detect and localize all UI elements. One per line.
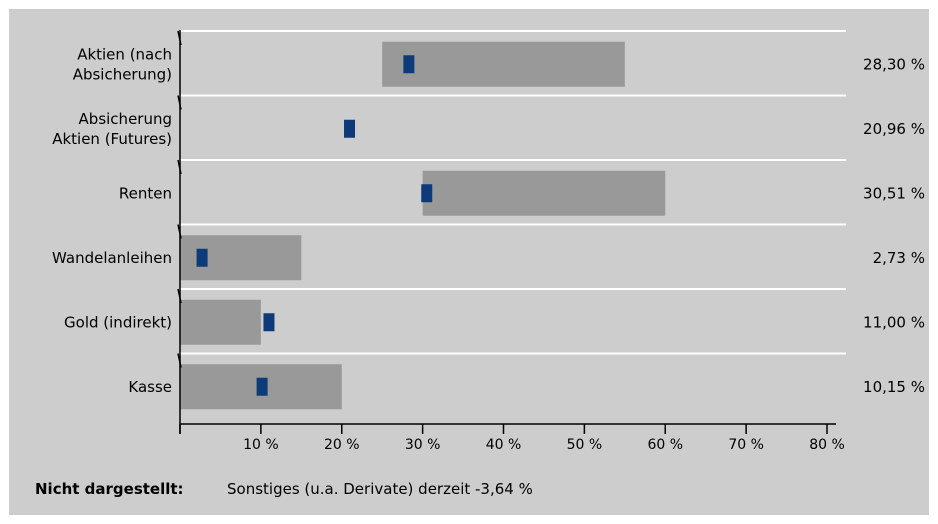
- value-marker: [196, 248, 208, 267]
- value-label: 20,96 %: [863, 120, 925, 138]
- chart-frame: Aktien (nach Absicherung) 28,30 % Absicheru…: [9, 9, 929, 515]
- footnote-text: Sonstiges (u.a. Derivate) derzeit -3,64 …: [227, 480, 533, 498]
- category-label: Absicherung Aktien (Futures): [52, 110, 172, 148]
- footnote-label: Nicht dargestellt:: [35, 480, 184, 498]
- category-label: Renten: [119, 184, 172, 202]
- x-tick-label: 70 %: [728, 437, 764, 453]
- value-marker: [344, 119, 356, 138]
- x-tick-label: 50 %: [567, 437, 603, 453]
- row-tick: [177, 288, 182, 304]
- value-label: 10,15 %: [863, 378, 925, 396]
- row-tick: [177, 353, 182, 368]
- value-marker: [403, 55, 415, 74]
- value-marker: [256, 377, 268, 396]
- value-label: 28,30 %: [863, 55, 925, 73]
- value-label: 2,73 %: [873, 249, 925, 267]
- row-tick: [177, 30, 182, 46]
- value-marker: [421, 184, 433, 203]
- category-label: Wandelanleihen: [52, 249, 172, 267]
- range-bar: [382, 41, 625, 87]
- row-tick: [177, 224, 182, 239]
- x-tick-label: 60 %: [647, 437, 683, 453]
- x-tick-label: 20 %: [324, 437, 360, 453]
- range-bar: [422, 170, 666, 216]
- footnote: Nicht dargestellt: Sonstiges (u.a. Deriva…: [35, 480, 533, 502]
- x-tick-label: 30 %: [405, 437, 441, 453]
- value-marker: [263, 313, 275, 332]
- row-tick: [177, 95, 182, 110]
- row-tick: [177, 159, 182, 175]
- x-tick-label: 80 %: [809, 437, 845, 453]
- category-label: Aktien (nach Absicherung): [73, 45, 172, 83]
- value-label: 11,00 %: [863, 313, 925, 331]
- category-label: Kasse: [128, 378, 172, 396]
- allocation-chart: Aktien (nach Absicherung) 28,30 % Absicheru…: [52, 30, 925, 453]
- x-tick-label: 40 %: [486, 437, 522, 453]
- range-bar: [180, 299, 261, 345]
- category-label: Gold (indirekt): [64, 313, 172, 331]
- x-tick-label: 10 %: [243, 437, 279, 453]
- value-label: 30,51 %: [863, 184, 925, 202]
